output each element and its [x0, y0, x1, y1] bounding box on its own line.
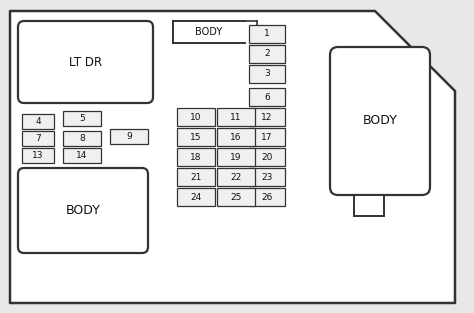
Text: 23: 23: [261, 172, 273, 182]
Bar: [63, 111, 101, 126]
Polygon shape: [10, 11, 455, 303]
Bar: [22, 148, 54, 163]
FancyBboxPatch shape: [330, 47, 430, 195]
Bar: [249, 88, 285, 106]
Bar: [249, 45, 285, 63]
Text: LT DR: LT DR: [69, 55, 102, 69]
Bar: [249, 25, 285, 43]
Text: 25: 25: [230, 192, 242, 202]
Bar: [249, 168, 285, 186]
Text: 4: 4: [35, 117, 41, 126]
Text: 26: 26: [261, 192, 273, 202]
FancyBboxPatch shape: [18, 168, 148, 253]
Bar: [177, 108, 215, 126]
Bar: [249, 188, 285, 206]
Text: 22: 22: [230, 172, 242, 182]
Bar: [177, 188, 215, 206]
Text: BODY: BODY: [363, 115, 397, 127]
FancyBboxPatch shape: [18, 21, 153, 103]
Bar: [217, 108, 255, 126]
Bar: [249, 128, 285, 146]
Text: 1: 1: [264, 29, 270, 38]
Bar: [63, 131, 101, 146]
Bar: [63, 148, 101, 163]
Text: 6: 6: [264, 93, 270, 101]
Text: 8: 8: [79, 134, 85, 143]
Text: 24: 24: [191, 192, 201, 202]
Text: 2: 2: [264, 49, 270, 59]
Text: 16: 16: [230, 132, 242, 141]
Bar: [177, 148, 215, 166]
Bar: [249, 108, 285, 126]
Text: 20: 20: [261, 152, 273, 162]
Text: 21: 21: [191, 172, 202, 182]
Text: 18: 18: [190, 152, 202, 162]
Bar: [177, 128, 215, 146]
Text: 13: 13: [32, 151, 44, 160]
Bar: [22, 114, 54, 129]
Text: 7: 7: [35, 134, 41, 143]
Bar: [22, 131, 54, 146]
Bar: [249, 65, 285, 83]
Bar: [217, 148, 255, 166]
Bar: [249, 148, 285, 166]
Text: 3: 3: [264, 69, 270, 79]
Bar: [217, 128, 255, 146]
Text: BODY: BODY: [65, 204, 100, 217]
Text: 11: 11: [230, 112, 242, 121]
Text: 14: 14: [76, 151, 88, 160]
Text: 9: 9: [126, 132, 132, 141]
Bar: [177, 168, 215, 186]
Bar: [217, 168, 255, 186]
Bar: [354, 195, 384, 216]
Bar: [110, 129, 148, 144]
Text: 19: 19: [230, 152, 242, 162]
Text: 10: 10: [190, 112, 202, 121]
Text: 17: 17: [261, 132, 273, 141]
Bar: [217, 188, 255, 206]
Text: BODY: BODY: [195, 27, 223, 37]
Text: 15: 15: [190, 132, 202, 141]
Text: 12: 12: [261, 112, 273, 121]
Text: 5: 5: [79, 114, 85, 123]
